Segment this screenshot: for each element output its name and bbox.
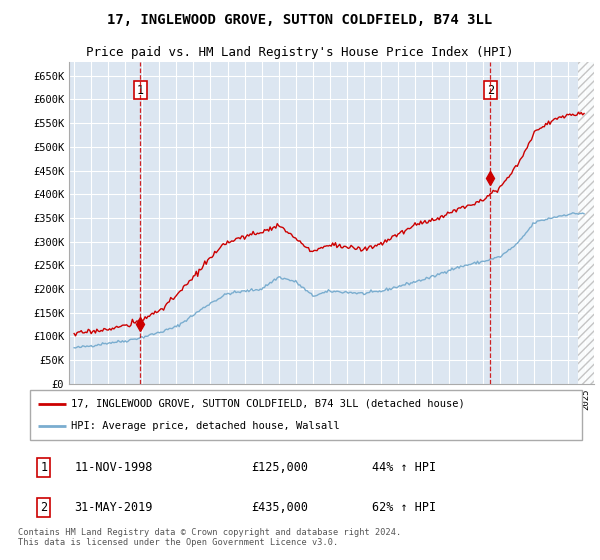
Text: 17, INGLEWOOD GROVE, SUTTON COLDFIELD, B74 3LL (detached house): 17, INGLEWOOD GROVE, SUTTON COLDFIELD, B… [71,399,465,409]
Text: £435,000: £435,000 [251,501,308,514]
Text: 11-NOV-1998: 11-NOV-1998 [74,461,152,474]
Text: 62% ↑ HPI: 62% ↑ HPI [372,501,436,514]
Text: 44% ↑ HPI: 44% ↑ HPI [372,461,436,474]
FancyBboxPatch shape [30,390,582,440]
Text: Contains HM Land Registry data © Crown copyright and database right 2024.
This d: Contains HM Land Registry data © Crown c… [18,528,401,548]
Bar [578,62,600,384]
Text: 1: 1 [40,461,47,474]
Text: 17, INGLEWOOD GROVE, SUTTON COLDFIELD, B74 3LL: 17, INGLEWOOD GROVE, SUTTON COLDFIELD, B… [107,13,493,27]
Text: £125,000: £125,000 [251,461,308,474]
Text: 1: 1 [137,83,143,96]
Text: Price paid vs. HM Land Registry's House Price Index (HPI): Price paid vs. HM Land Registry's House … [86,46,514,59]
Text: 31-MAY-2019: 31-MAY-2019 [74,501,152,514]
Text: 2: 2 [40,501,47,514]
Text: 2: 2 [487,83,494,96]
Text: HPI: Average price, detached house, Walsall: HPI: Average price, detached house, Wals… [71,421,340,431]
